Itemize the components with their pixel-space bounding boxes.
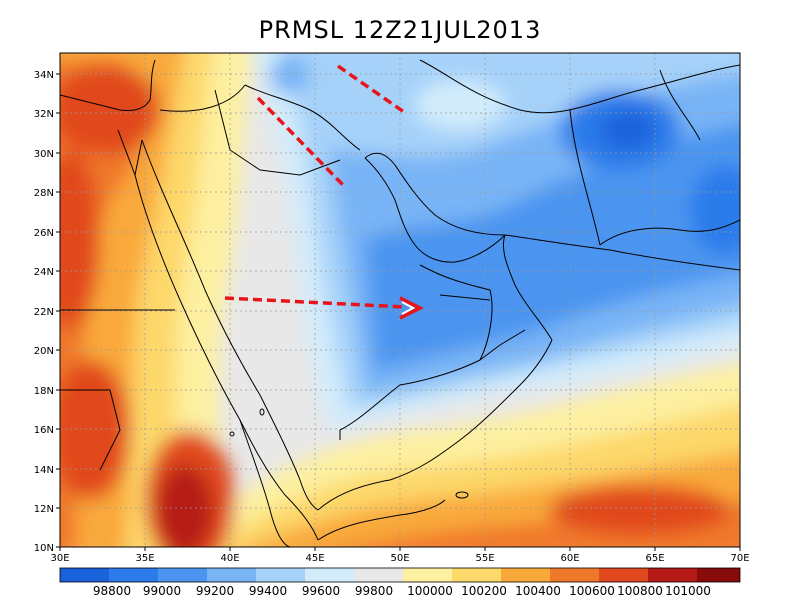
longitude-axis	[59, 547, 741, 551]
colorbar-swatch	[648, 568, 697, 582]
arrow-head-inner-icon	[401, 301, 416, 315]
colorbar-label: 99000	[143, 584, 181, 598]
colorbar-label: 99800	[355, 584, 393, 598]
x-tick-label: 45E	[305, 553, 324, 564]
map-title: PRMSL 12Z21JUL2013	[258, 16, 542, 44]
y-tick-label: 12N	[34, 504, 54, 515]
arrow-center	[224, 296, 406, 309]
arrow-northwest	[256, 96, 346, 188]
y-tick-label: 26N	[34, 228, 54, 239]
colorbar-label: 99200	[196, 584, 234, 598]
colorbar-label: 101000	[665, 584, 711, 598]
x-tick-label: 30E	[50, 553, 69, 564]
y-tick-label: 30N	[34, 149, 54, 160]
colorbar-label: 100200	[461, 584, 507, 598]
y-tick-label: 10N	[34, 543, 54, 554]
y-tick-label: 16N	[34, 425, 54, 436]
colorbar-swatch	[207, 568, 256, 582]
y-tick-label: 14N	[34, 465, 54, 476]
colorbar-swatch	[60, 568, 109, 582]
colorbar-swatch	[501, 568, 550, 582]
colorbar-swatch	[256, 568, 305, 582]
colorbar-label: 99600	[302, 584, 340, 598]
colorbar-label: 100000	[407, 584, 453, 598]
colorbar-swatch	[158, 568, 207, 582]
longitude-labels: 30E 35E 40E 45E 50E 55E 60E 65E 70E	[50, 553, 749, 564]
y-tick-label: 34N	[34, 70, 54, 81]
wind-arrow-annotations	[224, 64, 406, 309]
y-tick-label: 18N	[34, 386, 54, 397]
x-tick-label: 55E	[475, 553, 494, 564]
coastlines-borders	[60, 59, 740, 547]
colorbar-swatch	[354, 568, 403, 582]
y-tick-label: 32N	[34, 109, 54, 120]
colorbar-swatch	[403, 568, 452, 582]
arrow-head-icon	[399, 296, 424, 320]
colorbar-swatch	[697, 568, 740, 582]
colorbar-swatch	[599, 568, 648, 582]
x-tick-label: 65E	[645, 553, 664, 564]
x-tick-label: 50E	[390, 553, 409, 564]
colorbar-labels: 98800 99000 99200 99400 99600 99800 1000…	[93, 584, 711, 598]
y-tick-label: 20N	[34, 346, 54, 357]
x-tick-label: 40E	[220, 553, 239, 564]
y-tick-label: 22N	[34, 307, 54, 318]
latitude-axis	[56, 73, 60, 548]
colorbar-swatch	[452, 568, 501, 582]
x-tick-label: 60E	[560, 553, 579, 564]
colorbar-label: 100800	[617, 584, 663, 598]
colorbar-label: 100400	[515, 584, 561, 598]
colorbar-label: 99400	[249, 584, 287, 598]
latitude-labels: 10N 12N 14N 16N 18N 20N 22N 24N 26N 28N …	[34, 70, 54, 554]
colorbar-swatch	[305, 568, 354, 582]
colorbar	[59, 567, 741, 583]
y-tick-label: 28N	[34, 188, 54, 199]
y-tick-label: 24N	[34, 267, 54, 278]
x-tick-label: 35E	[135, 553, 154, 564]
colorbar-swatch	[550, 568, 599, 582]
x-tick-label: 70E	[730, 553, 749, 564]
colorbar-label: 98800	[93, 584, 131, 598]
colorbar-label: 100600	[569, 584, 615, 598]
colorbar-swatch	[109, 568, 158, 582]
